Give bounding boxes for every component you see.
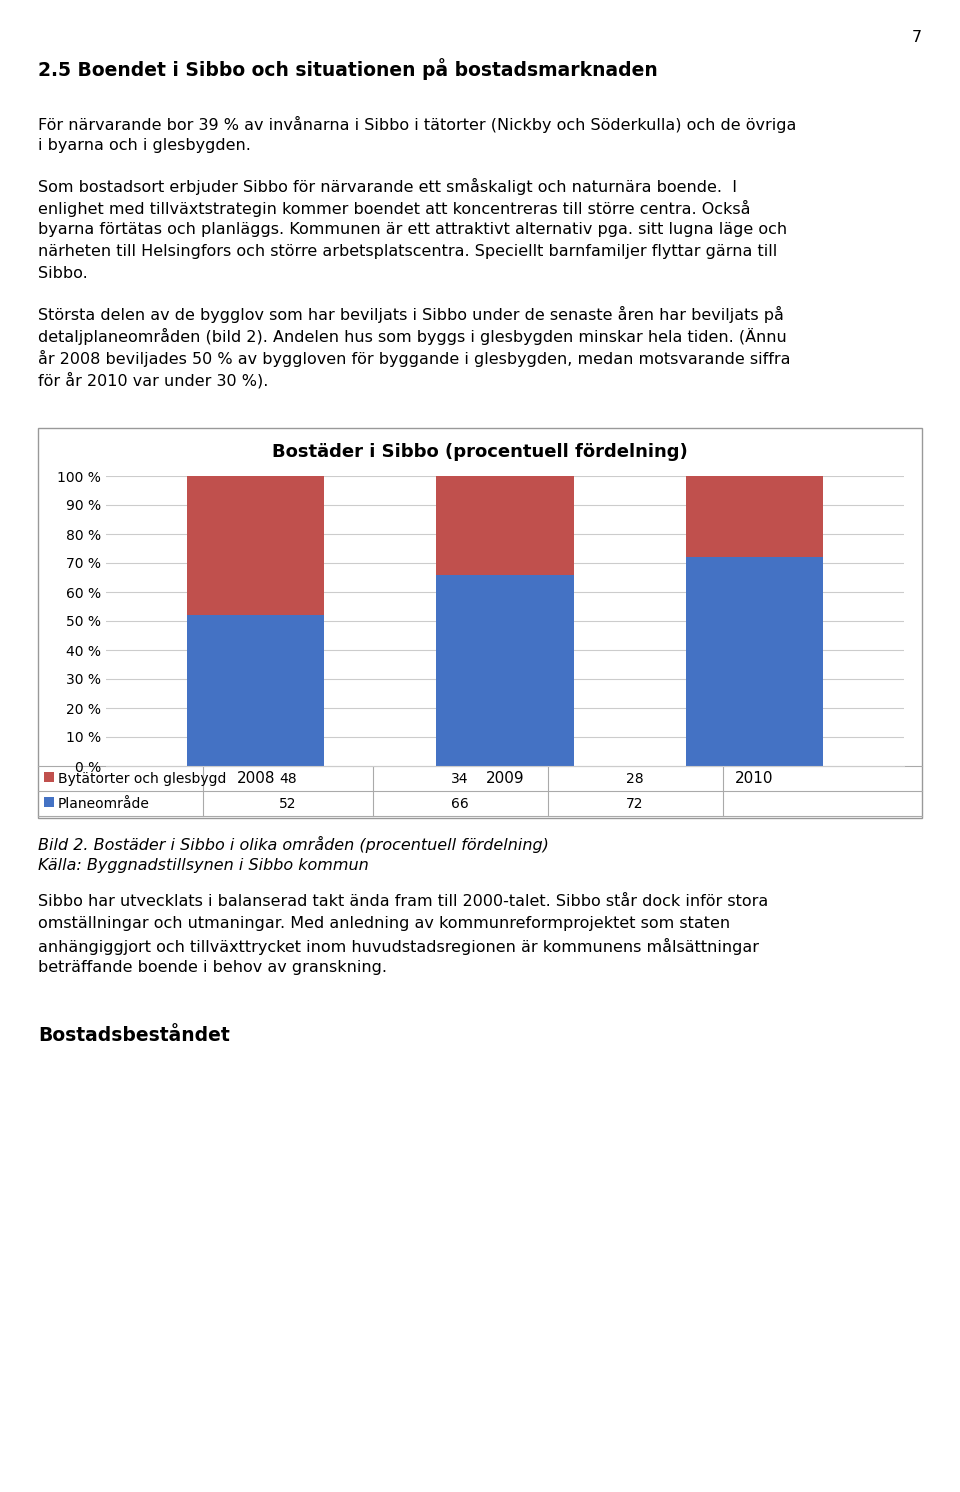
Bar bbox=[437, 476, 573, 574]
Text: år 2008 beviljades 50 % av byggloven för byggande i glesbygden, medan motsvarand: år 2008 beviljades 50 % av byggloven för… bbox=[38, 351, 790, 367]
Bar bbox=[685, 476, 823, 557]
Text: Bostäder i Sibbo (procentuell fördelning): Bostäder i Sibbo (procentuell fördelning… bbox=[272, 443, 688, 461]
Text: Som bostadsort erbjuder Sibbo för närvarande ett småskaligt och naturnära boende: Som bostadsort erbjuder Sibbo för närvar… bbox=[38, 178, 737, 195]
Text: omställningar och utmaningar. Med anledning av kommunreformprojektet som staten: omställningar och utmaningar. Med anledn… bbox=[38, 916, 731, 931]
Text: Sibbo.: Sibbo. bbox=[38, 266, 87, 280]
Text: 48: 48 bbox=[279, 771, 297, 786]
Text: Källa: Byggnadstillsynen i Sibbo kommun: Källa: Byggnadstillsynen i Sibbo kommun bbox=[38, 858, 369, 873]
Bar bbox=[437, 574, 573, 765]
Text: Bostadsbeståndet: Bostadsbeståndet bbox=[38, 1026, 229, 1044]
Text: anhängiggjort och tillväxttrycket inom huvudstadsregionen är kommunens målsättni: anhängiggjort och tillväxttrycket inom h… bbox=[38, 938, 759, 955]
Text: 2.5 Boendet i Sibbo och situationen på bostadsmarknaden: 2.5 Boendet i Sibbo och situationen på b… bbox=[38, 58, 658, 81]
Text: Största delen av de bygglov som har beviljats i Sibbo under de senaste åren har : Största delen av de bygglov som har bevi… bbox=[38, 306, 784, 322]
Text: 72: 72 bbox=[626, 797, 644, 812]
Text: detaljplaneområden (bild 2). Andelen hus som byggs i glesbygden minskar hela tid: detaljplaneområden (bild 2). Andelen hus… bbox=[38, 328, 787, 345]
Text: 7: 7 bbox=[912, 30, 922, 45]
Text: För närvarande bor 39 % av invånarna i Sibbo i tätorter (Nickby och Söderkulla) : För närvarande bor 39 % av invånarna i S… bbox=[38, 116, 797, 133]
Text: 66: 66 bbox=[451, 797, 468, 812]
Text: i byarna och i glesbygden.: i byarna och i glesbygden. bbox=[38, 137, 251, 154]
Text: Bytätorter och glesbygd: Bytätorter och glesbygd bbox=[58, 771, 227, 786]
Text: 52: 52 bbox=[279, 797, 297, 812]
Text: 28: 28 bbox=[626, 771, 644, 786]
Text: Planeområde: Planeområde bbox=[58, 797, 150, 812]
Text: för år 2010 var under 30 %).: för år 2010 var under 30 %). bbox=[38, 372, 269, 388]
Bar bbox=[44, 797, 54, 807]
Text: närheten till Helsingfors och större arbetsplatscentra. Speciellt barnfamiljer f: närheten till Helsingfors och större arb… bbox=[38, 245, 778, 260]
Bar bbox=[685, 557, 823, 765]
Bar bbox=[44, 771, 54, 782]
Bar bbox=[38, 428, 922, 818]
Text: 34: 34 bbox=[451, 771, 468, 786]
Text: byarna förtätas och planläggs. Kommunen är ett attraktivt alternativ pga. sitt l: byarna förtätas och planläggs. Kommunen … bbox=[38, 222, 787, 237]
Bar bbox=[187, 476, 324, 615]
Text: Sibbo har utvecklats i balanserad takt ända fram till 2000-talet. Sibbo står doc: Sibbo har utvecklats i balanserad takt ä… bbox=[38, 894, 768, 909]
Text: enlighet med tillväxtstrategin kommer boendet att koncentreras till större centr: enlighet med tillväxtstrategin kommer bo… bbox=[38, 200, 751, 216]
Bar bbox=[187, 615, 324, 765]
Text: Bild 2. Bostäder i Sibbo i olika områden (procentuell fördelning): Bild 2. Bostäder i Sibbo i olika områden… bbox=[38, 836, 549, 853]
Text: beträffande boende i behov av granskning.: beträffande boende i behov av granskning… bbox=[38, 959, 387, 974]
